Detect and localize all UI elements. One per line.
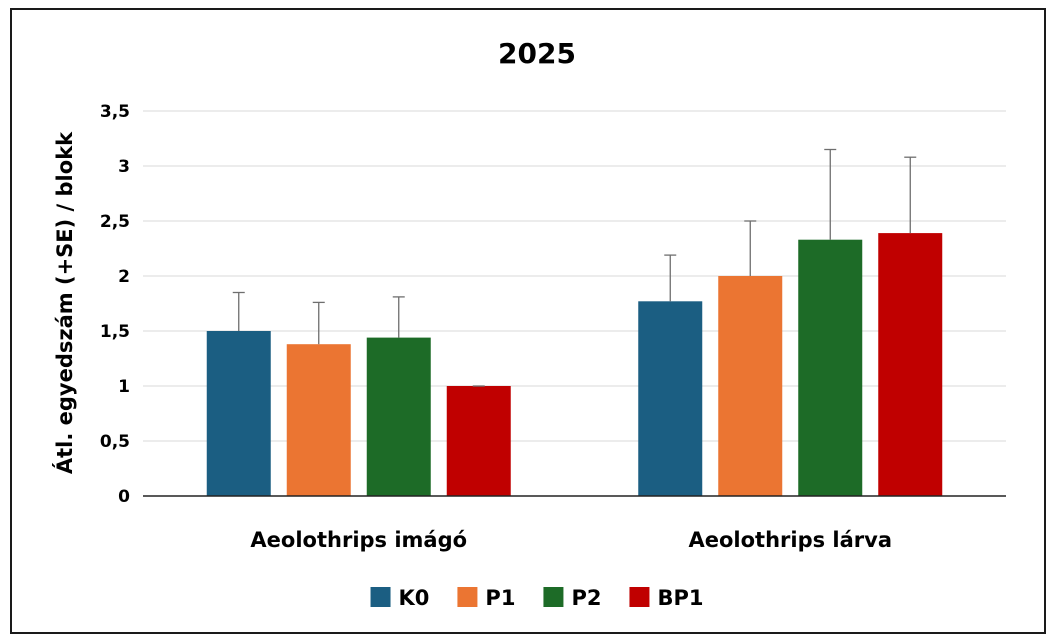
bar-bp1-2 bbox=[878, 233, 943, 496]
bars bbox=[206, 233, 943, 496]
legend-swatch-bp1 bbox=[629, 587, 650, 607]
y-tick-label: 0,5 bbox=[100, 432, 130, 452]
bar-p2-1 bbox=[366, 337, 431, 496]
y-axis-ticks: 0 0,5 1 1,5 2 2,5 3 3,5 bbox=[100, 102, 130, 507]
error-bars bbox=[232, 148, 917, 387]
y-tick-label: 1 bbox=[118, 377, 130, 397]
y-axis-label: Átl. egyedszám (+SE) / blokk bbox=[52, 131, 77, 474]
y-tick-label: 0 bbox=[118, 487, 130, 507]
bar-p1-1 bbox=[286, 344, 351, 496]
y-tick-label: 2,5 bbox=[100, 212, 130, 232]
y-tick-label: 1,5 bbox=[100, 322, 130, 342]
legend-swatch-k0 bbox=[370, 587, 391, 607]
x-category-label: Aeolothrips lárva bbox=[688, 528, 892, 552]
gridlines bbox=[143, 110, 1006, 442]
y-tick-label: 3,5 bbox=[100, 102, 130, 122]
y-tick-label: 3 bbox=[118, 157, 130, 177]
y-tick-label: 2 bbox=[118, 267, 130, 287]
bar-k0-1 bbox=[206, 331, 271, 496]
legend-swatch-p1 bbox=[457, 587, 478, 607]
x-category-label: Aeolothrips imágó bbox=[250, 528, 467, 552]
legend-label-k0: K0 bbox=[399, 586, 430, 610]
bar-bp1-1 bbox=[446, 386, 511, 496]
legend-swatch-p2 bbox=[543, 587, 564, 607]
bar-p1-2 bbox=[718, 276, 783, 496]
chart-frame bbox=[10, 8, 1046, 634]
legend-label-p2: P2 bbox=[571, 586, 601, 610]
bar-p2-2 bbox=[798, 239, 863, 496]
legend-label-bp1: BP1 bbox=[657, 586, 703, 610]
legend: K0 P1 P2 BP1 bbox=[370, 586, 703, 610]
x-axis-categories: Aeolothrips imágó Aeolothrips lárva bbox=[250, 528, 892, 552]
bar-k0-2 bbox=[638, 301, 703, 496]
chart-title: 2025 bbox=[498, 37, 576, 70]
legend-label-p1: P1 bbox=[485, 586, 515, 610]
